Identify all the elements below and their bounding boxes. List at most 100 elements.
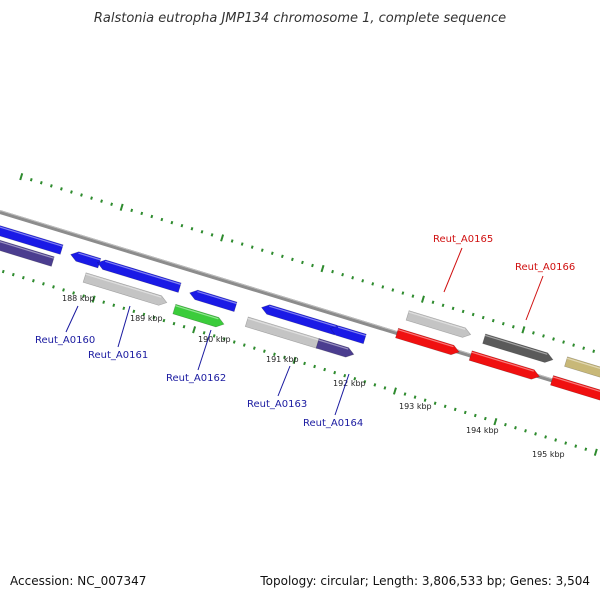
- gene-feature-blue: [329, 325, 367, 345]
- gene-feature-khaki: [564, 356, 600, 378]
- minor-tick: [451, 306, 455, 311]
- minor-tick: [582, 346, 586, 350]
- minor-tick: [301, 260, 304, 265]
- minor-tick: [363, 380, 367, 384]
- minor-tick: [361, 279, 365, 283]
- gene-label-leader: [443, 247, 463, 293]
- minor-tick: [584, 447, 588, 451]
- scale-label: 194 kbp: [466, 426, 499, 435]
- minor-tick: [313, 364, 317, 369]
- minor-tick: [172, 321, 176, 326]
- minor-tick: [102, 300, 106, 304]
- minor-tick: [263, 349, 266, 353]
- gene-feature-red: [395, 327, 460, 356]
- major-tick: [493, 418, 498, 426]
- minor-tick: [333, 370, 337, 375]
- major-tick: [420, 295, 425, 303]
- gene-feature-shine: [197, 290, 237, 305]
- gene-feature-shine: [247, 317, 320, 341]
- gene-label: Reut_A0164: [303, 418, 363, 429]
- minor-tick: [260, 248, 264, 252]
- scale-label: 190 kbp: [198, 335, 231, 344]
- minor-tick: [140, 211, 144, 216]
- gene-label: Reut_A0160: [35, 335, 95, 346]
- gene-feature-red: [468, 350, 540, 380]
- gene-feature-shine: [85, 273, 162, 298]
- minor-tick: [491, 318, 495, 323]
- minor-tick: [483, 416, 487, 421]
- minor-tick: [162, 318, 166, 323]
- gene-feature-shine: [269, 305, 338, 328]
- major-tick: [19, 173, 24, 181]
- gene-feature-gray: [82, 272, 168, 306]
- major-tick: [320, 264, 325, 273]
- minor-tick: [60, 187, 63, 191]
- minor-tick: [100, 199, 103, 203]
- minor-tick: [42, 282, 45, 286]
- minor-tick: [122, 306, 126, 311]
- gene-label-leader: [525, 275, 544, 321]
- minor-tick: [150, 214, 154, 219]
- gene-feature-blue: [70, 251, 102, 269]
- minor-tick: [511, 325, 515, 329]
- minor-tick: [70, 190, 73, 194]
- minor-tick: [373, 383, 377, 387]
- gene-feature-blue: [0, 225, 64, 255]
- minor-tick: [592, 349, 596, 353]
- gene-feature-navy: [0, 239, 55, 267]
- minor-tick: [90, 196, 93, 200]
- minor-tick: [471, 312, 475, 317]
- gene-feature-shine: [552, 376, 600, 392]
- minor-tick: [504, 422, 507, 427]
- gene-feature-blue: [189, 289, 238, 313]
- gene-label-leader: [117, 305, 131, 348]
- scale-label: 193 kbp: [399, 402, 432, 411]
- tick-marks: [1, 173, 598, 456]
- minor-tick: [381, 285, 385, 289]
- scale-label: 192 kbp: [333, 379, 366, 388]
- gene-label: Reut_A0162: [166, 373, 226, 384]
- gene-labels: Reut_A0160 Reut_A0161 Reut_A0162 Reut_A0163…: [35, 234, 575, 429]
- minor-tick: [110, 202, 114, 206]
- gene-label: Reut_A0165: [433, 234, 493, 245]
- scale-labels: 188 kbp 189 kbp 190 kbp 191 kbp 192 kbp 193 k…: [62, 294, 565, 459]
- gene-feature-shine: [318, 339, 349, 350]
- gene-feature-shine: [0, 241, 55, 259]
- gene-feature-shine: [471, 351, 534, 372]
- gene-label: Reut_A0163: [247, 399, 307, 410]
- major-tick: [119, 203, 124, 211]
- scale-label: 191 kbp: [266, 355, 299, 364]
- minor-tick: [303, 361, 306, 366]
- gene-feature-shine: [105, 260, 181, 285]
- minor-tick: [240, 242, 244, 246]
- gene-label: Reut_A0166: [515, 262, 575, 273]
- minor-tick: [391, 288, 395, 292]
- minor-tick: [132, 309, 136, 314]
- scale-label: 189 kbp: [130, 314, 163, 323]
- minor-tick: [273, 352, 276, 356]
- minor-tick: [443, 404, 447, 409]
- map-title: Ralstonia eutropha JMP134 chromosome 1, …: [94, 11, 506, 26]
- minor-tick: [572, 343, 576, 347]
- minor-tick: [160, 217, 164, 222]
- minor-tick: [11, 272, 15, 277]
- minor-tick: [1, 269, 5, 274]
- minor-tick: [371, 282, 375, 286]
- minor-tick: [343, 373, 347, 378]
- major-tick: [220, 234, 225, 242]
- minor-tick: [49, 184, 53, 188]
- minor-tick: [463, 410, 467, 415]
- minor-tick: [130, 208, 134, 213]
- minor-tick: [501, 321, 505, 326]
- minor-tick: [21, 275, 25, 280]
- minor-tick: [353, 377, 357, 381]
- minor-tick: [39, 181, 43, 185]
- minor-tick: [280, 254, 284, 259]
- minor-tick: [413, 395, 417, 399]
- minor-tick: [230, 239, 234, 243]
- major-tick: [91, 295, 96, 303]
- minor-tick: [252, 346, 256, 350]
- minor-tick: [383, 386, 387, 390]
- minor-tick: [62, 288, 65, 292]
- minor-tick: [250, 245, 254, 249]
